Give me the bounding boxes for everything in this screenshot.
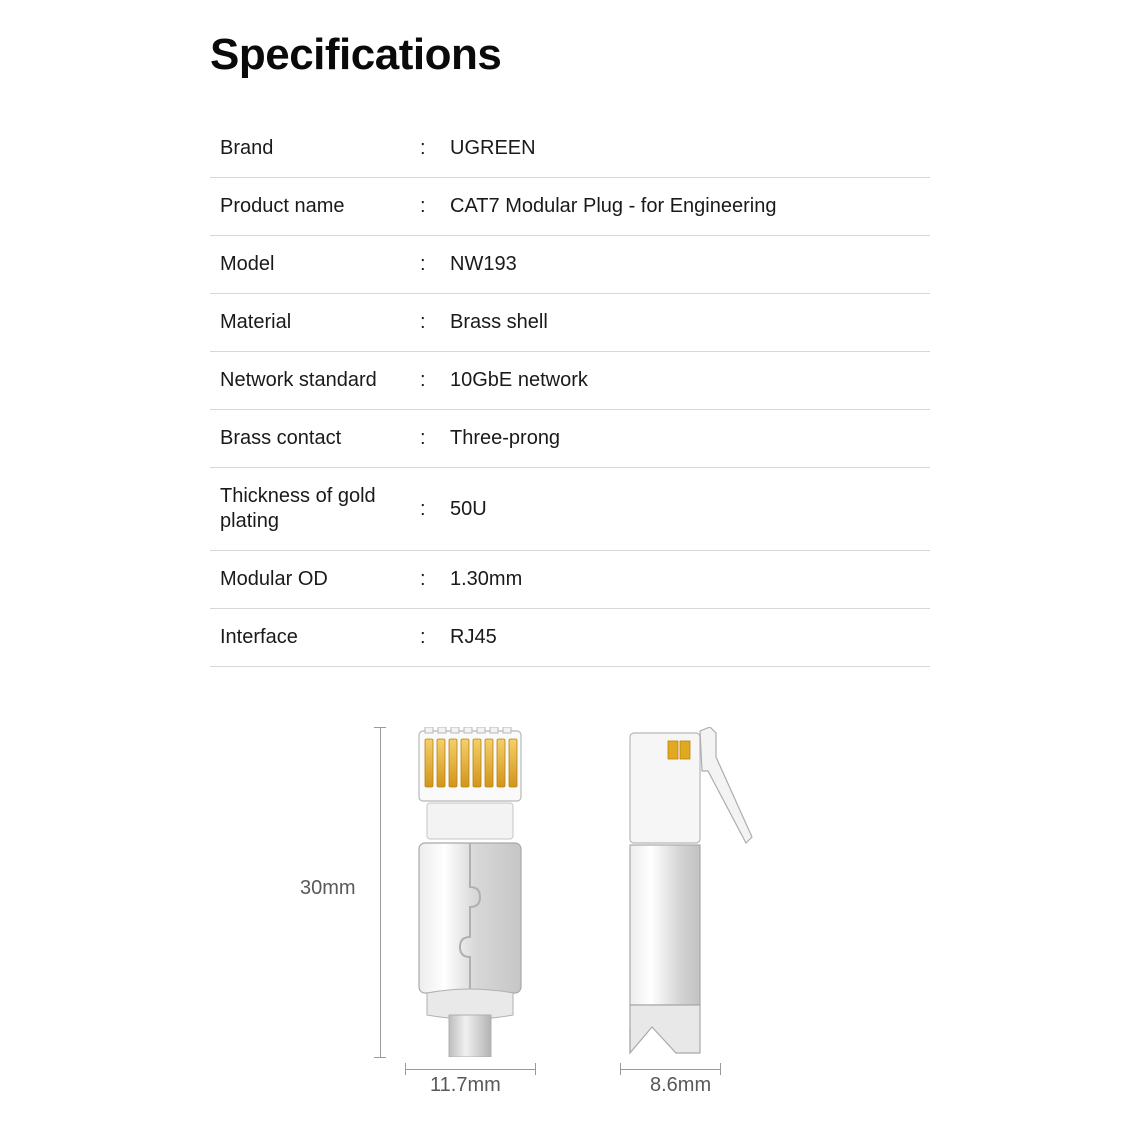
spec-label: Network standard xyxy=(210,352,410,410)
spec-label: Brand xyxy=(210,120,410,178)
table-row: Brand:UGREEN xyxy=(210,120,930,178)
spec-label: Model xyxy=(210,236,410,294)
page-title: Specifications xyxy=(210,30,1123,80)
colon-separator: : xyxy=(410,551,440,609)
width-side-tick-right xyxy=(720,1063,721,1075)
dimension-height-label: 30mm xyxy=(300,877,356,900)
spec-value: CAT7 Modular Plug - for Engineering xyxy=(440,178,930,236)
colon-separator: : xyxy=(410,352,440,410)
specifications-table: Brand:UGREENProduct name:CAT7 Modular Pl… xyxy=(210,120,930,667)
page: Specifications Brand:UGREENProduct name:… xyxy=(0,0,1123,1123)
colon-separator: : xyxy=(410,468,440,551)
spec-label: Interface xyxy=(210,609,410,667)
spec-value: NW193 xyxy=(440,236,930,294)
spec-label: Thickness of gold plating xyxy=(210,468,410,551)
spec-value: RJ45 xyxy=(440,609,930,667)
spec-value: 10GbE network xyxy=(440,352,930,410)
width-side-bracket-line xyxy=(620,1069,720,1070)
height-bracket-line xyxy=(380,727,381,1057)
colon-separator: : xyxy=(410,609,440,667)
table-row: Modular OD:1.30mm xyxy=(210,551,930,609)
colon-separator: : xyxy=(410,178,440,236)
spec-label: Product name xyxy=(210,178,410,236)
table-row: Model:NW193 xyxy=(210,236,930,294)
dimension-width-side-label: 8.6mm xyxy=(650,1074,711,1097)
spec-label: Brass contact xyxy=(210,410,410,468)
table-row: Product name:CAT7 Modular Plug - for Eng… xyxy=(210,178,930,236)
table-row: Material:Brass shell xyxy=(210,294,930,352)
height-bracket-tick-bottom xyxy=(374,1057,386,1058)
spec-value: 1.30mm xyxy=(440,551,930,609)
spec-value: Brass shell xyxy=(440,294,930,352)
connector-side-view xyxy=(620,727,720,1057)
width-front-bracket-line xyxy=(405,1069,535,1070)
width-side-tick-left xyxy=(620,1063,621,1075)
specifications-tbody: Brand:UGREENProduct name:CAT7 Modular Pl… xyxy=(210,120,930,667)
dimension-width-front-label: 11.7mm xyxy=(430,1074,501,1097)
spec-value: Three-prong xyxy=(440,410,930,468)
spec-value: UGREEN xyxy=(440,120,930,178)
width-front-tick-left xyxy=(405,1063,406,1075)
table-row: Brass contact:Three-prong xyxy=(210,410,930,468)
spec-label: Modular OD xyxy=(210,551,410,609)
spec-label: Material xyxy=(210,294,410,352)
connector-front-view xyxy=(405,727,535,1057)
table-row: Network standard:10GbE network xyxy=(210,352,930,410)
spec-value: 50U xyxy=(440,468,930,551)
table-row: Thickness of gold plating:50U xyxy=(210,468,930,551)
height-bracket-tick-top xyxy=(374,727,386,728)
table-row: Interface:RJ45 xyxy=(210,609,930,667)
dimension-diagram: 30mm 11.7mm 8.6mm xyxy=(300,707,860,1097)
colon-separator: : xyxy=(410,410,440,468)
colon-separator: : xyxy=(410,236,440,294)
colon-separator: : xyxy=(410,120,440,178)
width-front-tick-right xyxy=(535,1063,536,1075)
colon-separator: : xyxy=(410,294,440,352)
